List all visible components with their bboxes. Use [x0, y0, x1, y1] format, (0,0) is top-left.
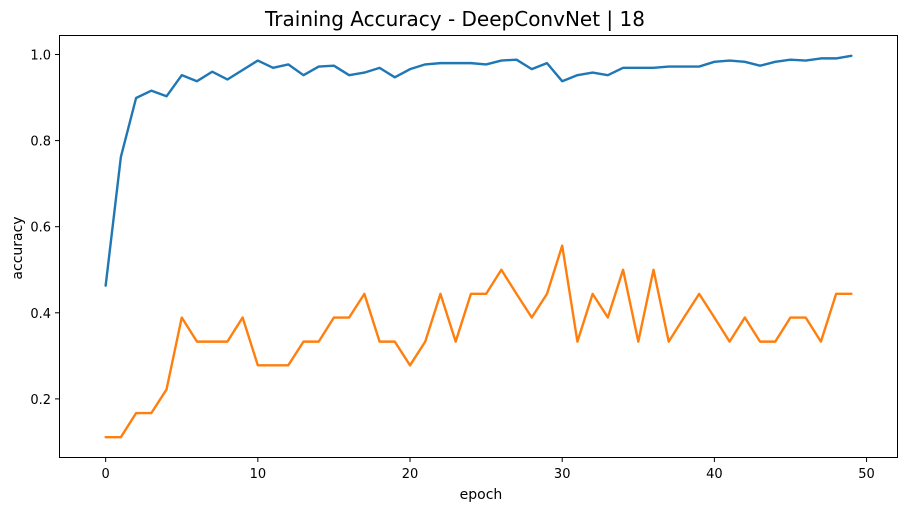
- plot-area: [59, 35, 898, 458]
- y-axis-label: accuracy: [10, 216, 26, 279]
- x-axis-label: epoch: [460, 487, 503, 503]
- series-line-2: [104, 244, 853, 439]
- y-tick-label: 0.6: [30, 221, 51, 236]
- x-tick-label: 10: [250, 467, 267, 482]
- y-tick-label: 0.4: [30, 307, 51, 322]
- y-tick-label: 0.8: [30, 135, 51, 150]
- series-line-1: [104, 54, 853, 287]
- series-layer: [104, 54, 853, 439]
- y-tick-label: 0.2: [30, 393, 51, 408]
- x-axis: 0 10 20 30 40 50: [102, 457, 875, 482]
- x-tick-label: 40: [706, 467, 723, 482]
- x-tick-label: 30: [554, 467, 571, 482]
- y-tick-label: 1.0: [30, 49, 51, 64]
- x-tick-label: 20: [402, 467, 419, 482]
- x-tick-label: 50: [858, 467, 875, 482]
- x-tick-label: 0: [102, 467, 110, 482]
- y-axis: 0.2 0.4 0.6 0.8 1.0: [30, 49, 60, 408]
- chart-title: Training Accuracy - DeepConvNet | 18: [264, 7, 645, 31]
- plot-frame: [59, 35, 898, 458]
